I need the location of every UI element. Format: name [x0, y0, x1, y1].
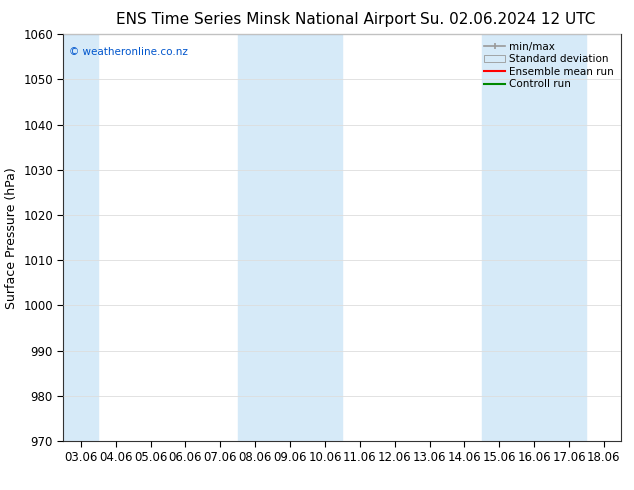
Text: © weatheronline.co.nz: © weatheronline.co.nz — [69, 47, 188, 56]
Text: ENS Time Series Minsk National Airport: ENS Time Series Minsk National Airport — [116, 12, 417, 27]
Bar — [482, 34, 586, 441]
Bar — [63, 34, 98, 441]
Legend: min/max, Standard deviation, Ensemble mean run, Controll run: min/max, Standard deviation, Ensemble me… — [480, 37, 618, 94]
Bar — [238, 34, 342, 441]
Text: Su. 02.06.2024 12 UTC: Su. 02.06.2024 12 UTC — [420, 12, 595, 27]
Y-axis label: Surface Pressure (hPa): Surface Pressure (hPa) — [4, 167, 18, 309]
